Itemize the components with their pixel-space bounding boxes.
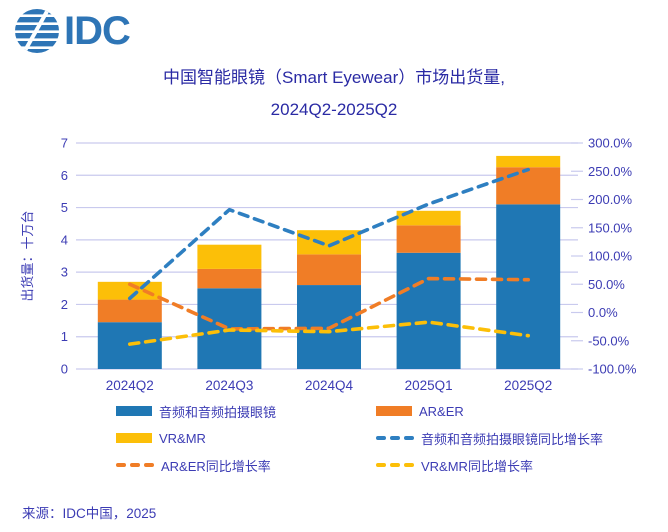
right-axis-tick: -100.0%: [588, 362, 637, 377]
right-axis-tick: -50.0%: [588, 333, 630, 348]
legend-swatch-audio-growth-line: [376, 436, 414, 440]
growth-line: [128, 167, 531, 301]
legend-item-vr-mr: VR&MR: [116, 429, 376, 447]
y-axis-title: 出货量：十万台: [20, 210, 35, 301]
bar-segment: [496, 167, 561, 205]
legend-label-audio-glasses: 音频和音频拍摄眼镜: [159, 404, 277, 420]
left-axis-tick: 1: [61, 329, 68, 344]
x-axis-label: 2024Q4: [305, 378, 354, 393]
idc-logo-text: IDC: [64, 9, 131, 53]
legend-item-ar-er-growth: AR&ER同比增长率: [116, 456, 376, 474]
legend-item-ar-er: AR&ER: [376, 402, 616, 420]
legend-label-vr-mr: VR&MR: [159, 430, 206, 446]
growth-line: [128, 276, 531, 331]
bar-segment: [496, 204, 561, 369]
left-axis-tick: 0: [61, 362, 68, 377]
right-axis-tick: 300.0%: [588, 136, 633, 151]
right-axis-tick: 150.0%: [588, 220, 633, 235]
chart-plot: 0 1 2 3 4 5 6 7 300.0% 250.0% 200.0% 150.0% 100.0% 50…: [20, 136, 637, 394]
chart-title-line1: 中国智能眼镜（Smart Eyewear）市场出货量,: [163, 68, 505, 87]
legend-label-ar-er: AR&ER: [419, 403, 464, 419]
legend-swatch-ar-er-growth-line: [116, 463, 154, 467]
chart-title-line2: 2024Q2-2025Q2: [270, 100, 398, 119]
bar-segment: [97, 299, 162, 323]
legend-swatch-vr-mr: [116, 433, 152, 443]
bar-segment: [496, 155, 561, 168]
right-axis-tick: 100.0%: [588, 249, 633, 264]
source-note: 来源：IDC中国，2025: [22, 506, 157, 521]
bar-segment: [297, 254, 361, 286]
bar-segment: [396, 210, 461, 226]
bar-segment: [396, 225, 461, 253]
x-axis-label: 2024Q3: [205, 378, 253, 393]
right-axis-tick: 250.0%: [588, 164, 633, 179]
idc-logo: IDC: [14, 8, 131, 54]
legend-label-audio-growth: 音频和音频拍摄眼镜同比增长率: [421, 431, 604, 447]
x-axis-label: 2025Q2: [504, 378, 552, 393]
growth-line: [128, 320, 531, 346]
bar-segment: [197, 244, 262, 269]
x-axis-label: 2024Q2: [106, 378, 154, 393]
right-axis-tick: 50.0%: [588, 277, 625, 292]
legend-swatch-audio-glasses: [116, 406, 152, 416]
legend-swatch-vr-mr-growth-line: [376, 463, 414, 467]
right-axis-tick: 200.0%: [588, 192, 633, 207]
left-axis-tick: 4: [61, 232, 68, 247]
x-axis-label: 2025Q1: [405, 378, 453, 393]
left-axis-tick: 2: [61, 297, 68, 312]
left-axis-tick: 6: [61, 168, 68, 183]
bar-segment: [297, 230, 361, 255]
legend-item-audio-glasses: 音频和音频拍摄眼镜: [116, 402, 376, 420]
legend-item-audio-growth: 音频和音频拍摄眼镜同比增长率: [376, 429, 616, 447]
legend-swatch-ar-er: [376, 406, 412, 416]
chart-legend: 音频和音频拍摄眼镜 AR&ER VR&MR 音频和音频拍摄眼镜同比增长率 AR&…: [116, 402, 616, 474]
idc-globe-icon: [15, 9, 59, 53]
bar-segment: [197, 268, 262, 289]
legend-item-vr-mr-growth: VR&MR同比增长率: [376, 456, 616, 474]
bar-segment: [396, 252, 461, 369]
left-axis-tick: 5: [61, 200, 68, 215]
left-axis-tick: 7: [61, 136, 68, 151]
left-axis-tick: 3: [61, 265, 68, 280]
legend-label-vr-mr-growth: VR&MR同比增长率: [421, 458, 533, 474]
right-axis-tick: 0.0%: [588, 305, 618, 320]
chart-title: 中国智能眼镜（Smart Eyewear）市场出货量, 2024Q2-2025Q…: [0, 62, 668, 126]
legend-label-ar-er-growth: AR&ER同比增长率: [161, 458, 271, 474]
